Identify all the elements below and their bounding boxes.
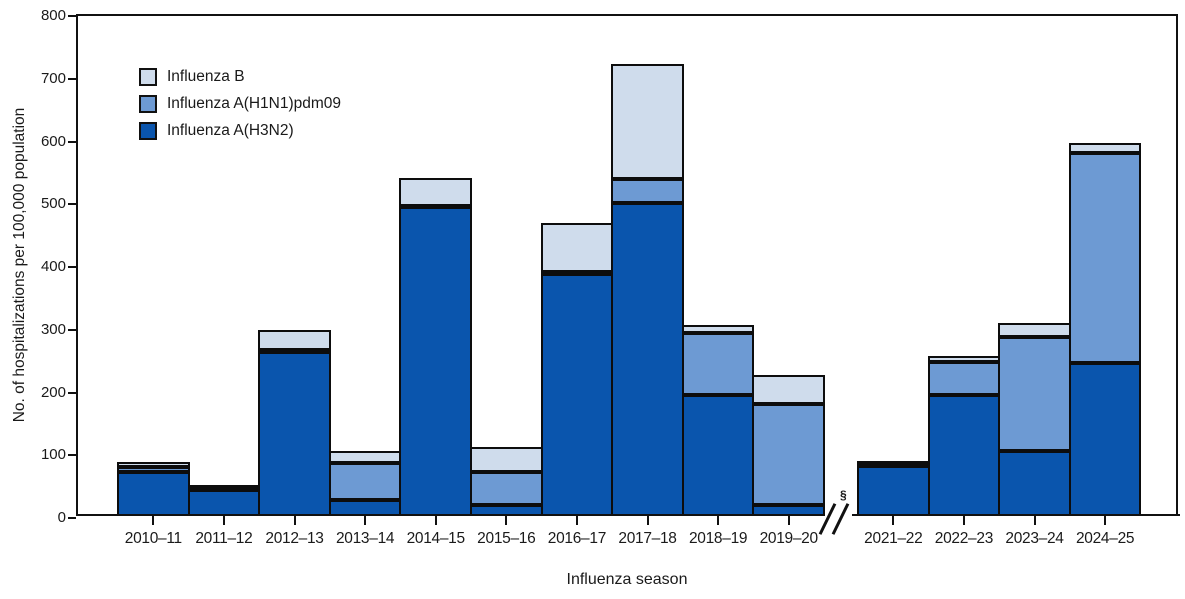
x-axis-tick-label: 2010–11	[124, 530, 182, 547]
x-axis-tick	[222, 516, 225, 525]
bar-segment	[399, 207, 472, 516]
x-axis-tick	[1033, 516, 1036, 525]
y-axis-tick-label: 600	[40, 132, 66, 150]
bar-segment	[470, 446, 543, 473]
x-axis-tick	[505, 516, 508, 525]
x-axis-tick-label: 2022–23	[934, 530, 994, 547]
bar-segment	[752, 404, 825, 505]
y-axis-tick	[68, 140, 76, 143]
bar-segment	[927, 394, 1001, 516]
x-axis-tick-label: 2024–25	[1075, 530, 1135, 547]
bar-segment	[752, 375, 825, 405]
bar-segment	[681, 394, 755, 516]
y-axis-tick-label: 100	[40, 446, 66, 464]
bar-segment	[117, 467, 190, 473]
y-axis-tick-label: 800	[40, 7, 66, 24]
y-axis-tick	[68, 203, 76, 206]
x-axis-line-right	[852, 514, 1180, 516]
y-axis-tick	[68, 328, 76, 331]
x-axis-tick-label: 2016–17	[547, 530, 607, 547]
bar-segment	[998, 451, 1071, 516]
x-axis-tick-label: 2011–12	[195, 530, 253, 547]
x-axis-tick	[575, 516, 578, 525]
bar-segment	[1068, 362, 1142, 516]
bar-segment	[540, 222, 614, 272]
y-axis-tick	[68, 77, 76, 80]
x-axis-tick	[1104, 516, 1107, 525]
bar-segment	[927, 361, 1001, 395]
bar-segment	[998, 336, 1071, 452]
legend-swatch-influenza-b	[139, 67, 157, 86]
y-axis-tick	[68, 454, 76, 457]
bar-segment	[857, 460, 930, 465]
x-axis-tick-label: 2014–15	[406, 530, 466, 547]
x-axis-tick	[962, 516, 965, 525]
bar-segment	[258, 329, 331, 351]
bar-segment	[611, 202, 684, 516]
bar-segment	[328, 463, 402, 500]
y-axis-tick-label: 300	[40, 320, 66, 338]
x-axis-tick	[152, 516, 155, 525]
x-axis-tick-label: 2013–14	[335, 530, 395, 547]
legend-label: Influenza B	[167, 67, 245, 85]
bar-segment	[258, 351, 331, 516]
x-axis-tick	[434, 516, 437, 525]
x-axis-tick-label: 2023–24	[1005, 530, 1064, 547]
y-axis-tick-label: 0	[57, 509, 66, 526]
axis-break-footnote-symbol: §	[840, 488, 847, 502]
bar-segment	[681, 332, 755, 395]
legend-swatch-influenza-a-h3n2	[139, 121, 157, 140]
bar-segment	[927, 356, 1001, 362]
y-axis-tick	[68, 15, 76, 18]
legend: Influenza B Influenza A(H1N1)pdm09 Influ…	[139, 63, 341, 144]
legend-item-influenza-b: Influenza B	[139, 63, 341, 90]
x-axis-tick	[717, 516, 720, 525]
bar-segment	[1068, 153, 1142, 363]
y-axis-tick	[68, 517, 76, 519]
legend-swatch-influenza-a-h1n1	[139, 94, 157, 113]
y-axis-tick	[68, 391, 76, 394]
bar-segment	[187, 490, 261, 516]
x-axis-tick-label: 2012–13	[265, 530, 324, 547]
x-axis-tick-label: 2019–20	[759, 530, 819, 547]
bar-segment	[611, 64, 684, 180]
legend-item-influenza-a-h1n1: Influenza A(H1N1)pdm09	[139, 90, 341, 117]
x-axis-line-left	[78, 514, 820, 516]
x-axis-title: Influenza season	[566, 571, 688, 588]
y-axis-tick-label: 700	[40, 69, 66, 87]
bar-segment	[681, 324, 755, 333]
legend-label: Influenza A(H3N2)	[167, 121, 294, 139]
bar-segment	[117, 472, 190, 516]
x-axis-tick-label: 2018–19	[688, 530, 748, 547]
x-axis-tick	[364, 516, 367, 525]
bar-segment	[328, 451, 402, 464]
y-axis-tick	[68, 266, 76, 268]
x-axis-tick	[892, 516, 895, 525]
plot-area: 0 100 200 300 400 500 600 700 800 2010–11 2011–12…	[41, 7, 1180, 547]
y-axis-tick-label: 200	[40, 383, 66, 401]
x-axis-tick	[787, 516, 790, 525]
x-axis-tick-label: 2017–18	[618, 530, 677, 547]
y-axis-tick-label: 400	[40, 258, 66, 275]
bar-segment	[399, 177, 472, 207]
x-axis-tick-label: 2015–16	[477, 530, 536, 547]
x-axis-tick	[293, 516, 296, 525]
x-axis-tick-label: 2021–22	[864, 530, 923, 547]
bar-segment	[117, 462, 190, 468]
bar-segment	[998, 322, 1071, 337]
bar-segment	[540, 274, 614, 516]
legend-label: Influenza A(H1N1)pdm09	[167, 94, 342, 112]
bar-segment	[1068, 143, 1142, 154]
bar-segment	[470, 472, 543, 505]
legend-item-influenza-a-h3n2: Influenza A(H3N2)	[139, 117, 341, 144]
x-axis-tick	[646, 516, 649, 525]
y-axis-tick-label: 500	[40, 195, 66, 213]
bar-segment	[611, 179, 684, 203]
bar-segment	[857, 465, 930, 516]
bar-segment	[187, 485, 261, 490]
